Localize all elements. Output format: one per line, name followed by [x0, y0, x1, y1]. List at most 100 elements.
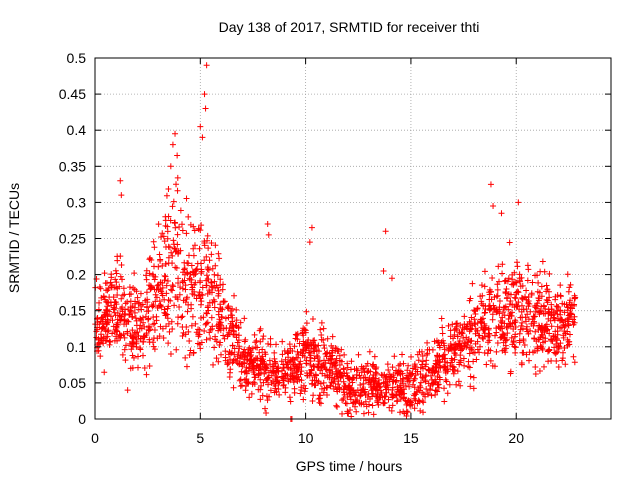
- data-point: [560, 319, 567, 326]
- data-point: [312, 371, 319, 378]
- data-point: [537, 343, 544, 350]
- data-point: [411, 361, 418, 368]
- data-point: [564, 307, 571, 314]
- data-point: [401, 394, 408, 401]
- data-point: [208, 289, 215, 296]
- data-point: [431, 338, 438, 345]
- data-point: [513, 291, 520, 298]
- data-point: [440, 363, 447, 370]
- data-point: [487, 347, 494, 354]
- data-point: [159, 292, 166, 299]
- data-point: [549, 338, 556, 345]
- data-point: [219, 306, 226, 313]
- data-point: [241, 315, 248, 322]
- data-point: [512, 344, 519, 351]
- data-point: [536, 289, 543, 296]
- data-point: [538, 293, 545, 300]
- data-point: [373, 370, 380, 377]
- data-point: [516, 337, 523, 344]
- data-point: [159, 325, 166, 332]
- data-point: [182, 354, 189, 361]
- data-point: [208, 314, 215, 321]
- data-point: [467, 373, 474, 380]
- data-point: [439, 337, 446, 344]
- data-point: [340, 395, 347, 402]
- data-point: [227, 356, 234, 363]
- y-tick-label: 0.45: [59, 86, 86, 102]
- data-point: [303, 360, 310, 367]
- data-point: [280, 364, 287, 371]
- data-point: [186, 337, 193, 344]
- data-point: [555, 364, 562, 371]
- data-point: [505, 316, 512, 323]
- data-point: [346, 376, 353, 383]
- data-point: [400, 376, 407, 383]
- data-point: [106, 338, 113, 345]
- data-point: [216, 342, 223, 349]
- data-point: [129, 313, 136, 320]
- data-point: [174, 152, 181, 159]
- data-point: [153, 294, 160, 301]
- data-point: [383, 389, 390, 396]
- data-point: [241, 353, 248, 360]
- data-point: [301, 388, 308, 395]
- data-point: [412, 397, 419, 404]
- data-point: [372, 375, 379, 382]
- data-point: [286, 394, 293, 401]
- data-point: [192, 320, 199, 327]
- data-point: [198, 222, 205, 229]
- data-point: [179, 221, 186, 228]
- data-point: [571, 359, 578, 366]
- data-point: [251, 331, 258, 338]
- data-point: [398, 388, 405, 395]
- data-point: [209, 265, 216, 272]
- data-point: [225, 303, 232, 310]
- data-point: [557, 282, 564, 289]
- data-point: [160, 334, 167, 341]
- data-point: [450, 370, 457, 377]
- data-point: [231, 292, 238, 299]
- data-point: [241, 338, 248, 345]
- data-point: [451, 356, 458, 363]
- data-point: [225, 360, 232, 367]
- data-point: [357, 381, 364, 388]
- data-point: [467, 295, 474, 302]
- data-point: [361, 369, 368, 376]
- data-point: [212, 242, 219, 249]
- data-point: [96, 321, 103, 328]
- data-point: [315, 342, 322, 349]
- data-point: [552, 293, 559, 300]
- data-point: [433, 361, 440, 368]
- data-point: [571, 319, 578, 326]
- data-point: [271, 355, 278, 362]
- data-point: [103, 320, 110, 327]
- data-point: [164, 315, 171, 322]
- data-point: [551, 315, 558, 322]
- data-point: [157, 302, 164, 309]
- data-point: [492, 332, 499, 339]
- data-point: [489, 311, 496, 318]
- data-point: [177, 284, 184, 291]
- data-point: [512, 349, 519, 356]
- data-point: [328, 342, 335, 349]
- data-point: [302, 341, 309, 348]
- data-point: [326, 350, 333, 357]
- data-point: [292, 374, 299, 381]
- data-point: [112, 267, 119, 274]
- data-point: [175, 275, 182, 282]
- data-point: [340, 366, 347, 373]
- data-point: [529, 279, 536, 286]
- data-point: [243, 376, 250, 383]
- data-point: [214, 272, 221, 279]
- data-point: [108, 274, 115, 281]
- data-point: [502, 303, 509, 310]
- data-point: [222, 315, 229, 322]
- data-point: [172, 130, 179, 137]
- data-point: [444, 359, 451, 366]
- data-point: [409, 381, 416, 388]
- data-point: [500, 309, 507, 316]
- data-point: [257, 338, 264, 345]
- data-point: [501, 278, 508, 285]
- data-point: [493, 325, 500, 332]
- data-point: [183, 296, 190, 303]
